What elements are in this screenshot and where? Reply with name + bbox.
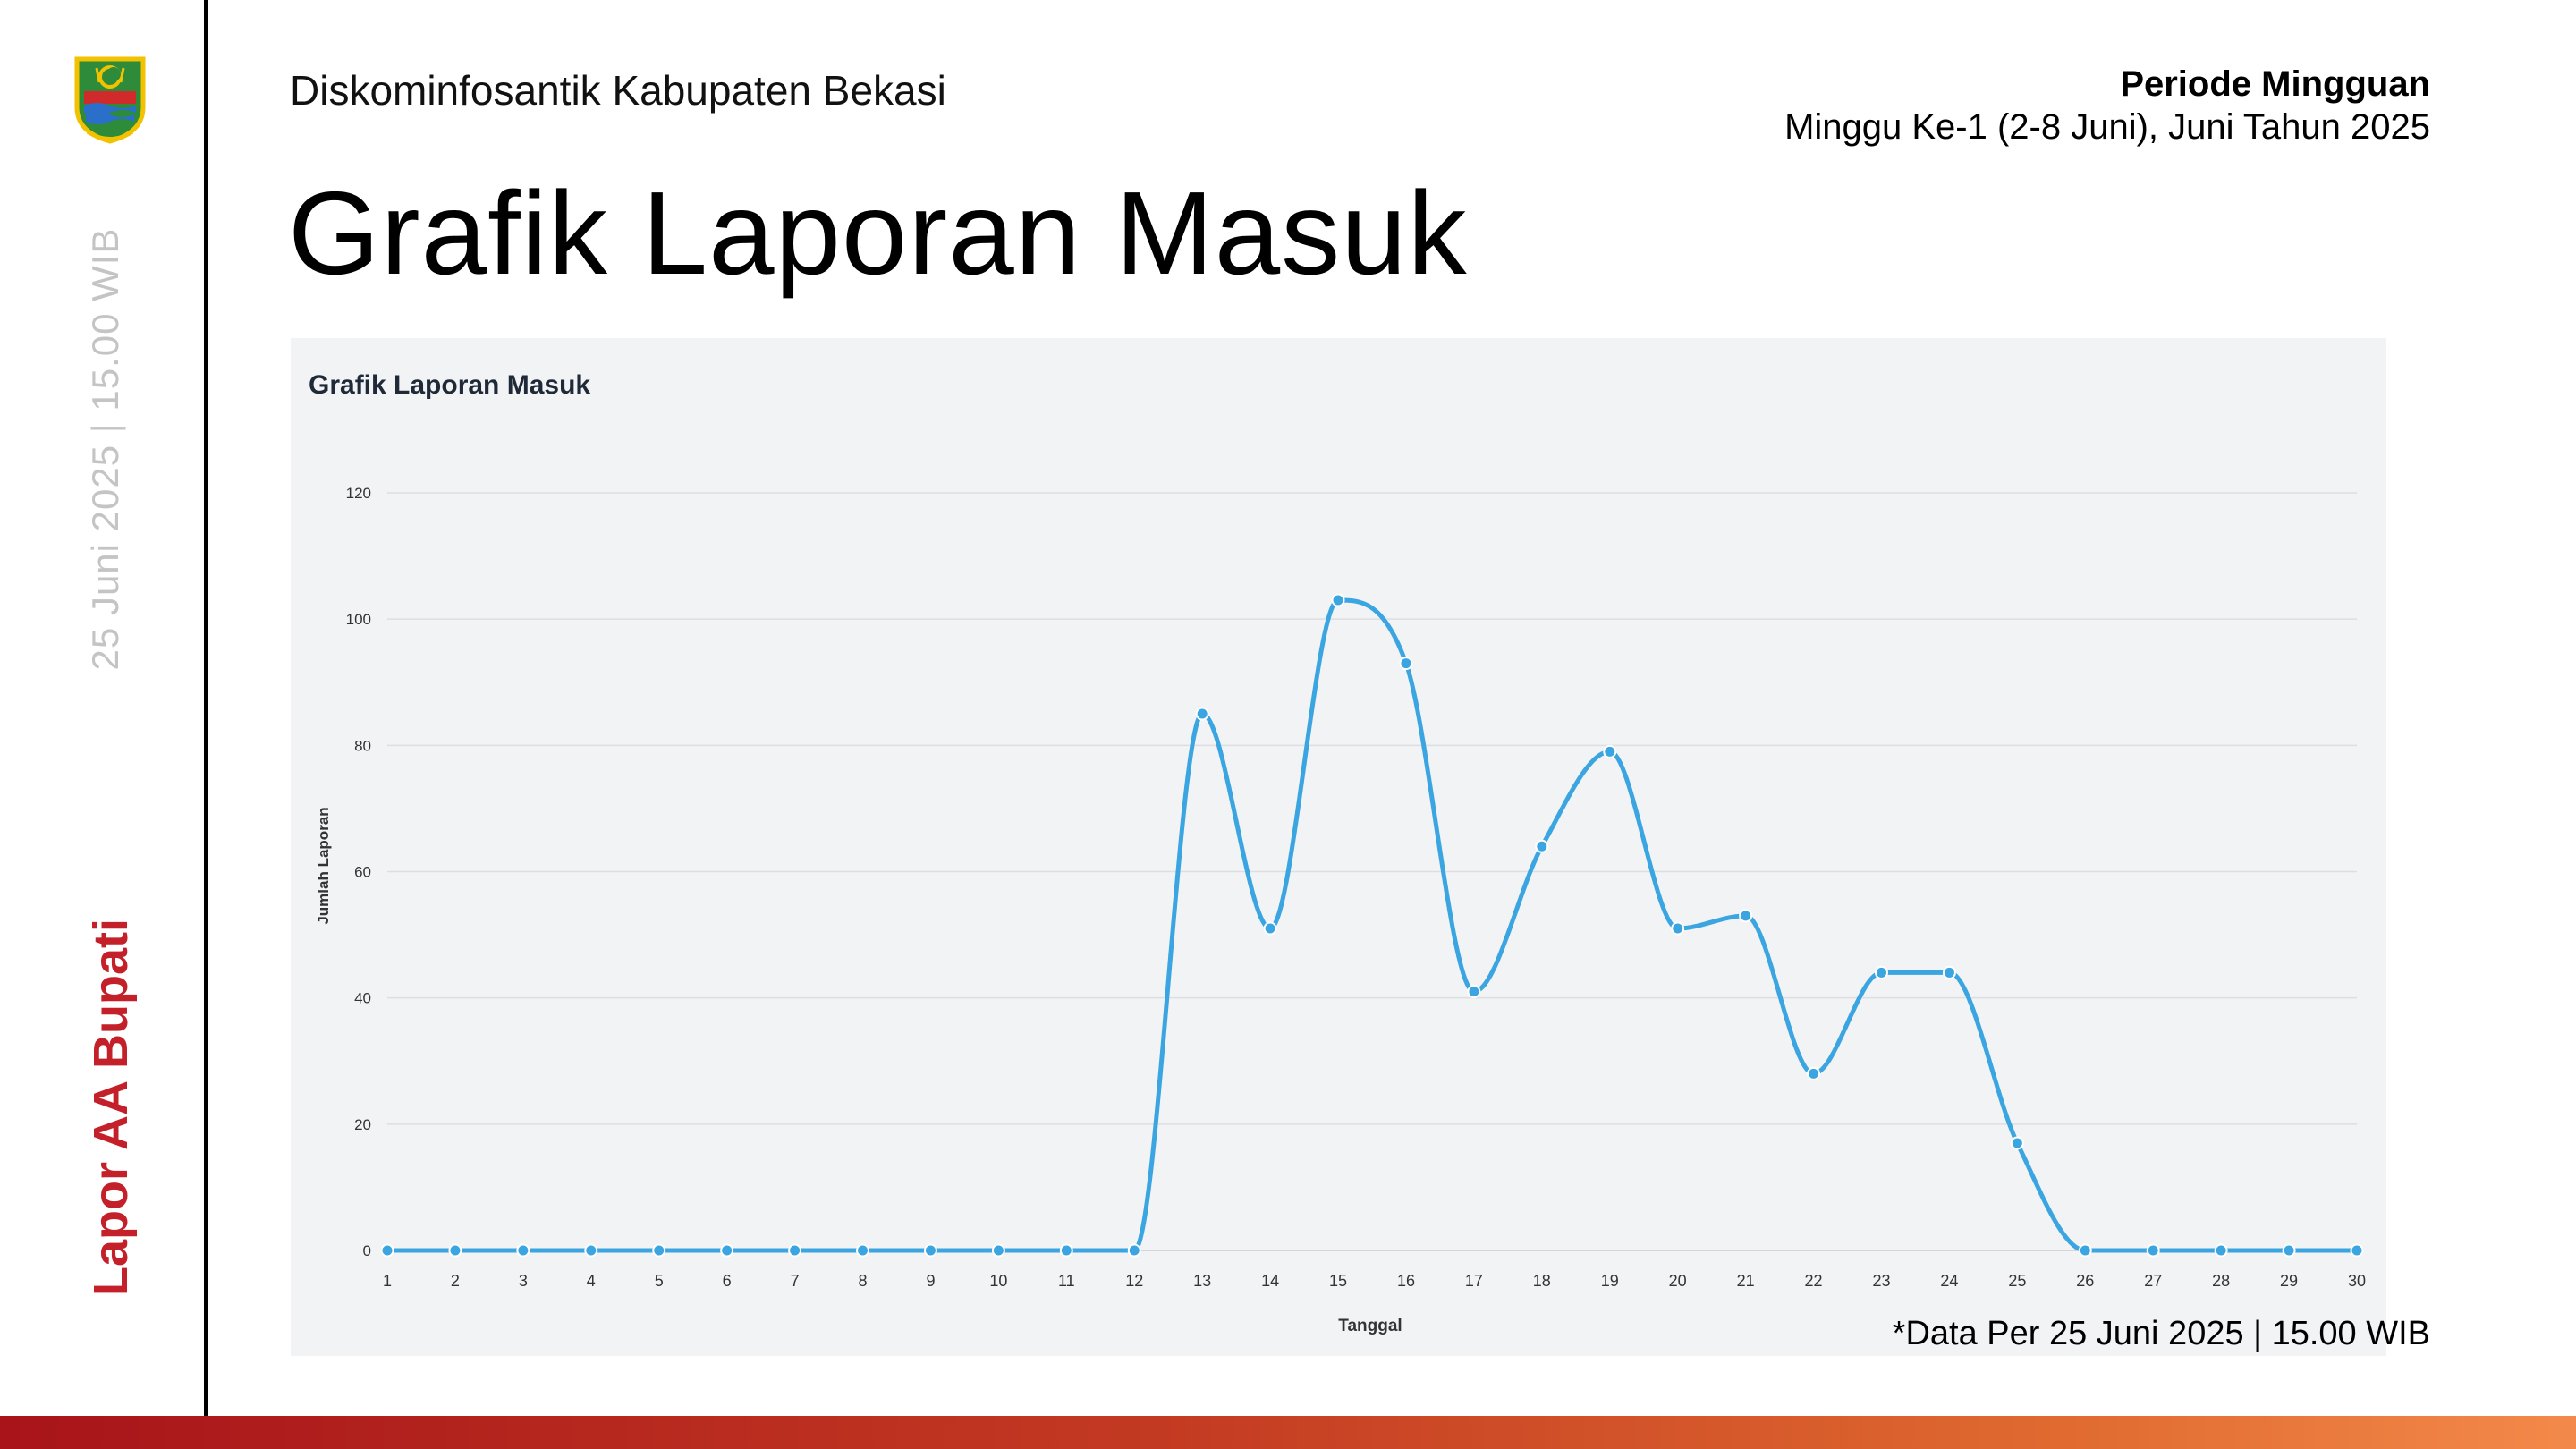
x-tick-label: 23 (1872, 1272, 1890, 1290)
data-point (1195, 707, 1209, 721)
chart-card: Grafik Laporan Masuk Jumlah Laporan Tang… (291, 338, 2386, 1356)
chart-title: Grafik Laporan Masuk (309, 370, 590, 400)
y-tick-label: 20 (354, 1116, 371, 1133)
y-tick-label: 40 (354, 990, 371, 1007)
data-point (448, 1243, 462, 1258)
x-tick-label: 28 (2212, 1272, 2230, 1290)
data-point (720, 1243, 734, 1258)
data-point (2350, 1243, 2364, 1258)
y-tick-label: 80 (354, 737, 371, 754)
x-tick-label: 21 (1737, 1272, 1755, 1290)
data-point (380, 1243, 394, 1258)
data-point (2146, 1243, 2160, 1258)
y-tick-label: 120 (346, 485, 371, 502)
y-tick-label: 0 (363, 1242, 371, 1259)
data-point (1059, 1243, 1073, 1258)
chart-y-axis-label: Jumlah Laporan (315, 807, 332, 924)
data-point (1467, 985, 1481, 999)
x-tick-label: 27 (2144, 1272, 2162, 1290)
data-point (652, 1243, 666, 1258)
x-tick-label: 6 (723, 1272, 732, 1290)
data-point (1807, 1066, 1821, 1080)
x-tick-label: 18 (1533, 1272, 1551, 1290)
chart-points (380, 593, 2364, 1258)
x-tick-label: 17 (1465, 1272, 1483, 1290)
sidebar: 25 Juni 2025 | 15.00 WIB Lapor AA Bupati (0, 0, 206, 1416)
x-tick-label: 13 (1193, 1272, 1211, 1290)
x-tick-label: 4 (587, 1272, 596, 1290)
data-point (991, 1243, 1005, 1258)
data-point (1671, 921, 1685, 936)
org-name: Diskominfosantik Kabupaten Bekasi (290, 67, 946, 114)
chart-gridlines (387, 492, 2357, 1251)
data-point (2078, 1243, 2092, 1258)
x-tick-label: 14 (1261, 1272, 1279, 1290)
data-point (1874, 965, 1888, 979)
sidebar-brand: Lapor AA Bupati (84, 919, 138, 1296)
x-tick-label: 15 (1329, 1272, 1347, 1290)
data-point (2282, 1243, 2296, 1258)
page-title: Grafik Laporan Masuk (288, 167, 1468, 299)
data-point (1263, 921, 1277, 936)
sidebar-date: 25 Juni 2025 | 15.00 WIB (84, 227, 126, 671)
x-tick-label: 20 (1669, 1272, 1687, 1290)
x-tick-label: 24 (1940, 1272, 1958, 1290)
x-tick-label: 30 (2348, 1272, 2366, 1290)
period-label: Periode Mingguan (2120, 64, 2430, 104)
sidebar-divider (204, 0, 208, 1416)
data-point (856, 1243, 870, 1258)
data-point (1127, 1243, 1141, 1258)
line-chart: Grafik Laporan Masuk Jumlah Laporan Tang… (309, 370, 2366, 1335)
chart-y-ticks: 0 20 40 60 80 100 120 (346, 485, 371, 1259)
chart-x-ticks: 1 2 3 4 5 6 7 8 9 10 11 12 13 14 15 16 17 18 19 20 21 22 23 24 2… (383, 1272, 2366, 1290)
x-tick-label: 19 (1601, 1272, 1619, 1290)
x-tick-label: 9 (926, 1272, 935, 1290)
data-point (923, 1243, 937, 1258)
x-tick-label: 29 (2280, 1272, 2298, 1290)
x-tick-label: 10 (989, 1272, 1007, 1290)
x-tick-label: 22 (1805, 1272, 1823, 1290)
data-point (788, 1243, 802, 1258)
x-tick-label: 1 (383, 1272, 392, 1290)
x-tick-label: 7 (791, 1272, 800, 1290)
x-tick-label: 12 (1125, 1272, 1143, 1290)
x-tick-label: 11 (1058, 1272, 1075, 1290)
series-line (387, 597, 2357, 1253)
chart-series (387, 597, 2357, 1253)
y-tick-label: 60 (354, 864, 371, 881)
data-point (1535, 839, 1549, 853)
x-tick-label: 2 (451, 1272, 460, 1290)
x-tick-label: 26 (2076, 1272, 2094, 1290)
chart-x-axis-label: Tanggal (1338, 1317, 1402, 1335)
x-tick-label: 3 (519, 1272, 528, 1290)
data-point (516, 1243, 530, 1258)
data-point (1603, 744, 1617, 758)
data-point (584, 1243, 598, 1258)
x-tick-label: 25 (2008, 1272, 2026, 1290)
x-tick-label: 16 (1397, 1272, 1415, 1290)
data-point (1331, 593, 1345, 607)
data-note: *Data Per 25 Juni 2025 | 15.00 WIB (1892, 1315, 2430, 1352)
data-point (1739, 909, 1753, 923)
data-point (1942, 965, 1956, 979)
x-tick-label: 5 (655, 1272, 664, 1290)
bekasi-emblem-icon (74, 56, 146, 144)
bottom-gradient-bar (0, 1416, 2576, 1449)
data-point (2010, 1136, 2024, 1150)
period-value: Minggu Ke-1 (2-8 Juni), Juni Tahun 2025 (1784, 107, 2430, 147)
data-point (2214, 1243, 2228, 1258)
x-tick-label: 8 (859, 1272, 868, 1290)
data-point (1399, 657, 1413, 671)
y-tick-label: 100 (346, 611, 371, 628)
